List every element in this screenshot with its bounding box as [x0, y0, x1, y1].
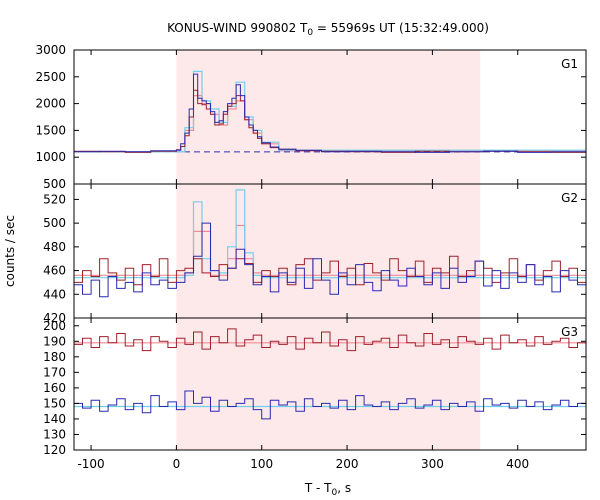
shaded-interval — [176, 184, 481, 318]
title-part-rest: = 55969s UT (15:32:49.000) — [313, 21, 489, 35]
y-tick-label: 3000 — [35, 43, 66, 57]
panel-frame — [73, 317, 587, 451]
x-tick-label: 300 — [421, 457, 444, 471]
x-tick-label: 100 — [250, 457, 273, 471]
panel-g2: 420 440 460 480 500 520 G2 — [43, 183, 587, 325]
y-tick-label: 460 — [43, 264, 66, 278]
y-tick-label: 2000 — [35, 97, 66, 111]
panel-g1: 500 1000 1500 2000 2500 3000 G1 — [35, 43, 587, 191]
y-tick-label: 2500 — [35, 70, 66, 84]
y-tick-label: 190 — [43, 334, 66, 348]
y-tick-label: 140 — [43, 412, 66, 426]
x-axis-label: T - T0, s — [304, 481, 351, 498]
x-tick-label: 200 — [336, 457, 359, 471]
panel-label: G3 — [561, 325, 578, 339]
x-tick-label: 400 — [506, 457, 529, 471]
y-tick-label: 1000 — [35, 150, 66, 164]
panel-label: G2 — [561, 191, 578, 205]
y-tick-label: 170 — [43, 365, 66, 379]
title-part-subscript: 0 — [307, 28, 313, 38]
shaded-interval — [176, 318, 481, 450]
y-tick-label: 130 — [43, 427, 66, 441]
y-axis-label: counts / sec — [3, 215, 17, 287]
title-part-main: KONUS-WIND 990802 T — [167, 21, 308, 35]
x-tick-label: 0 — [173, 457, 181, 471]
y-tick-label: 500 — [43, 216, 66, 230]
series-blue-g1 — [74, 73, 586, 153]
y-tick-label: 200 — [43, 319, 66, 333]
y-tick-label: 180 — [43, 350, 66, 364]
y-tick-label: 120 — [43, 443, 66, 457]
chart-title: KONUS-WIND 990802 T0 = 55969s UT (15:32:… — [167, 21, 489, 38]
series-blue-g3 — [74, 390, 586, 420]
x-label-part-rest: , s — [337, 481, 351, 495]
y-tick-label: 420 — [43, 311, 66, 325]
panels-group: 50010001500200025003000G1420440460480500… — [35, 43, 587, 471]
x-tick-label: -100 — [77, 457, 104, 471]
y-tick-label: 500 — [43, 177, 66, 191]
y-tick-label: 480 — [43, 240, 66, 254]
series-red-g3 — [74, 328, 586, 352]
y-tick-label: 520 — [43, 192, 66, 206]
series-blue-g2 — [74, 222, 586, 298]
x-label-part-main: T - T — [304, 481, 332, 495]
y-tick-label: 440 — [43, 287, 66, 301]
shaded-interval — [176, 50, 481, 184]
panel-label: G1 — [561, 57, 578, 71]
y-tick-label: 1500 — [35, 123, 66, 137]
x-label-part-subscript: 0 — [332, 488, 338, 498]
y-tick-label: 160 — [43, 381, 66, 395]
y-tick-label: 150 — [43, 396, 66, 410]
